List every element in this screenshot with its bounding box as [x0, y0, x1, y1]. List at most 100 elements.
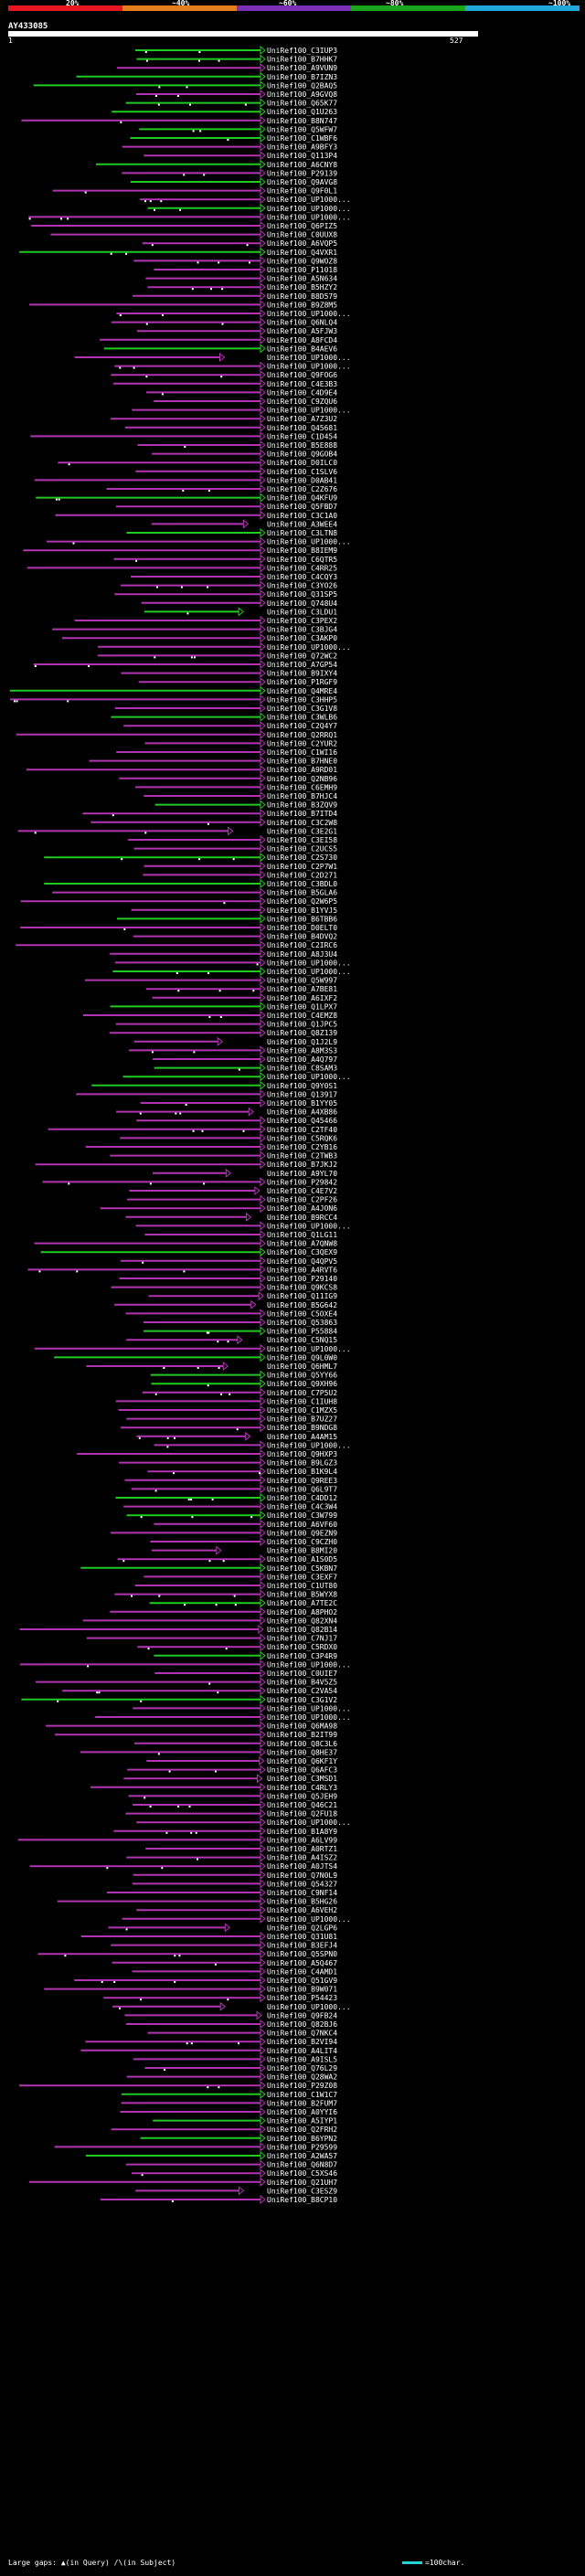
hit-row[interactable]: UniRef100_C3C1A0 [55, 510, 338, 520]
hit-row[interactable]: UniRef100_B7ITD4 [82, 809, 337, 819]
hit-label[interactable]: UniRef100_UP1000... [267, 1818, 351, 1827]
hit-row[interactable]: UniRef100_Q2LGP6 [108, 1923, 337, 1933]
hit-label[interactable]: UniRef100_UP1000... [267, 1704, 351, 1712]
hit-row[interactable]: UniRef100_Q7NKC4 [147, 2028, 338, 2038]
hit-label[interactable]: UniRef100_C5NQ15 [267, 1336, 337, 1344]
hit-label[interactable]: UniRef100_Q21UH7 [267, 2178, 337, 2187]
hit-label[interactable]: UniRef100_B1K9L4 [267, 1468, 337, 1476]
hit-row[interactable]: UniRef100_Q9L0W0 [54, 1352, 337, 1362]
hit-row[interactable]: UniRef100_A6VEH2 [136, 1905, 337, 1915]
hit-row[interactable]: UniRef100_A7Z3U2 [111, 414, 337, 424]
hit-row[interactable]: UniRef100_A4XB86 [116, 1107, 337, 1117]
hit-row[interactable]: UniRef100_UP1000... [122, 1072, 351, 1082]
hit-label[interactable]: UniRef100_A8M3S3 [267, 1046, 337, 1055]
hit-label[interactable]: UniRef100_C2YUR2 [267, 739, 337, 747]
hit-label[interactable]: UniRef100_Q9Y0S1 [267, 1082, 337, 1090]
hit-label[interactable]: UniRef100_Q4KFU9 [267, 494, 337, 503]
hit-label[interactable]: UniRef100_C2UCS5 [267, 845, 337, 853]
hit-label[interactable]: UniRef100_C2D271 [267, 871, 337, 879]
hit-row[interactable]: UniRef100_Q2FU18 [125, 1808, 337, 1818]
hit-row[interactable]: UniRef100_Q82B14 [19, 1624, 338, 1635]
hit-label[interactable]: UniRef100_UP1000... [267, 354, 351, 362]
hit-label[interactable]: UniRef100_A6IXF2 [267, 994, 337, 1002]
hit-label[interactable]: UniRef100_B5GLA6 [267, 889, 337, 897]
hit-row[interactable]: UniRef100_C7NJ17 [86, 1633, 338, 1643]
hit-label[interactable]: UniRef100_Q13917 [267, 1090, 337, 1098]
hit-row[interactable]: UniRef100_Q1LPX7 [110, 1002, 338, 1012]
hit-row[interactable]: UniRef100_C3EXF7 [144, 1572, 337, 1582]
hit-row[interactable]: UniRef100_Q748U4 [141, 598, 338, 608]
hit-label[interactable]: UniRef100_Q6NLQ4 [267, 319, 337, 327]
hit-row[interactable]: UniRef100_Q9KCS8 [111, 1282, 338, 1292]
hit-row[interactable]: UniRef100_UP1000... [116, 308, 351, 319]
hit-row[interactable]: UniRef100_A6IXF2 [152, 992, 338, 1002]
hit-label[interactable]: UniRef100_B3EFJ4 [267, 1942, 337, 1950]
hit-label[interactable]: UniRef100_C4CQY3 [267, 573, 337, 581]
hit-row[interactable]: UniRef100_B7HNE0 [89, 756, 338, 766]
hit-label[interactable]: UniRef100_D0AB41 [267, 476, 337, 484]
hit-row[interactable]: UniRef100_P55884 [144, 1326, 337, 1336]
hit-label[interactable]: UniRef100_B4AEV6 [267, 345, 337, 353]
hit-label[interactable]: UniRef100_UP1000... [267, 310, 351, 318]
hit-label[interactable]: UniRef100_P1RGF9 [267, 678, 337, 686]
hit-label[interactable]: UniRef100_B1YVJ5 [267, 906, 337, 915]
hit-row[interactable]: UniRef100_P1RGF9 [138, 677, 338, 687]
hit-label[interactable]: UniRef100_Q82B14 [267, 1626, 337, 1634]
hit-row[interactable]: UniRef100_Q6HML7 [86, 1361, 337, 1372]
hit-label[interactable]: UniRef100_B7ITD4 [267, 810, 337, 818]
hit-row[interactable]: UniRef100_C4CQY3 [131, 571, 337, 582]
hit-label[interactable]: UniRef100_B9NDG8 [267, 1424, 337, 1432]
hit-row[interactable]: UniRef100_UP1000... [114, 361, 351, 371]
hit-row[interactable]: UniRef100_P54423 [103, 1993, 337, 2003]
hit-row[interactable]: UniRef100_UP1000... [136, 1818, 351, 1828]
hit-row[interactable]: UniRef100_C2VA54 [62, 1686, 337, 1696]
hit-row[interactable]: UniRef100_C3HHP5 [10, 694, 337, 705]
hit-row[interactable]: UniRef100_Q28WA2 [126, 2072, 338, 2082]
hit-label[interactable]: UniRef100_A9RD01 [267, 766, 337, 774]
hit-row[interactable]: UniRef100_B5HZY2 [147, 282, 338, 292]
hit-label[interactable]: UniRef100_B7HNE0 [267, 758, 337, 766]
hit-label[interactable]: UniRef100_B8IEM9 [267, 546, 337, 555]
hit-row[interactable]: UniRef100_B2IT99 [55, 1730, 337, 1740]
hit-row[interactable]: UniRef100_C6QTR5 [113, 554, 338, 564]
hit-row[interactable]: UniRef100_Q4VXR1 [19, 247, 337, 257]
hit-label[interactable]: UniRef100_C3QEX9 [267, 1248, 337, 1256]
hit-row[interactable]: UniRef100_A4Q797 [153, 1054, 337, 1065]
hit-label[interactable]: UniRef100_C3AKP0 [267, 634, 337, 642]
hit-label[interactable]: UniRef100_B8N747 [267, 117, 337, 125]
hit-row[interactable]: UniRef100_Q5SPN0 [37, 1949, 338, 1959]
hit-row[interactable]: UniRef100_C3WLB6 [111, 712, 338, 722]
hit-row[interactable]: UniRef100_C8SAM3 [154, 1063, 338, 1073]
hit-label[interactable]: UniRef100_UP1000... [267, 1441, 351, 1449]
hit-label[interactable]: UniRef100_Q76L29 [267, 2064, 337, 2072]
hit-row[interactable]: UniRef100_Q76L29 [144, 2062, 338, 2073]
hit-label[interactable]: UniRef100_A8PHO2 [267, 1608, 337, 1617]
hit-row[interactable]: UniRef100_A9VUN9 [116, 63, 337, 73]
hit-row[interactable]: UniRef100_D0ILC0 [58, 458, 337, 468]
hit-label[interactable]: UniRef100_C1MZX5 [267, 1406, 337, 1415]
hit-label[interactable]: UniRef100_B7UZ27 [267, 1415, 337, 1424]
hit-row[interactable]: UniRef100_B4DVQ2 [133, 931, 337, 941]
hit-row[interactable]: UniRef100_C4RLY3 [90, 1782, 337, 1792]
hit-label[interactable]: UniRef100_B3ZQV9 [267, 801, 337, 810]
hit-label[interactable]: UniRef100_UP1000... [267, 1660, 351, 1669]
hit-row[interactable]: UniRef100_Q5FBD7 [115, 502, 337, 512]
hit-label[interactable]: UniRef100_Q5W997 [267, 977, 337, 985]
hit-label[interactable]: UniRef100_C1WBF6 [267, 134, 337, 143]
hit-row[interactable]: UniRef100_C5RDX0 [137, 1642, 337, 1652]
hit-row[interactable]: UniRef100_Q11IG9 [148, 1291, 338, 1301]
hit-label[interactable]: UniRef100_Q45466 [267, 1117, 337, 1125]
hit-row[interactable]: UniRef100_B7HJC4 [144, 790, 337, 801]
hit-label[interactable]: UniRef100_B8D579 [267, 292, 337, 301]
hit-label[interactable]: UniRef100_Q28WA2 [267, 2073, 337, 2082]
hit-label[interactable]: UniRef100_C3EI58 [267, 836, 337, 844]
hit-label[interactable]: UniRef100_UP1000... [267, 1713, 351, 1722]
hit-label[interactable]: UniRef100_Q6HML7 [267, 1362, 337, 1371]
hit-label[interactable]: UniRef100_A8FCD4 [267, 336, 337, 345]
hit-label[interactable]: UniRef100_UP1000... [267, 959, 351, 967]
hit-row[interactable]: UniRef100_C3C2W8 [90, 817, 337, 827]
hit-row[interactable]: UniRef100_Q2FRH2 [111, 2125, 338, 2135]
hit-label[interactable]: UniRef100_C2IRC6 [267, 941, 337, 949]
hit-row[interactable]: UniRef100_P29Z08 [19, 2081, 337, 2091]
hit-row[interactable]: UniRef100_Q7N0L9 [133, 1870, 338, 1880]
